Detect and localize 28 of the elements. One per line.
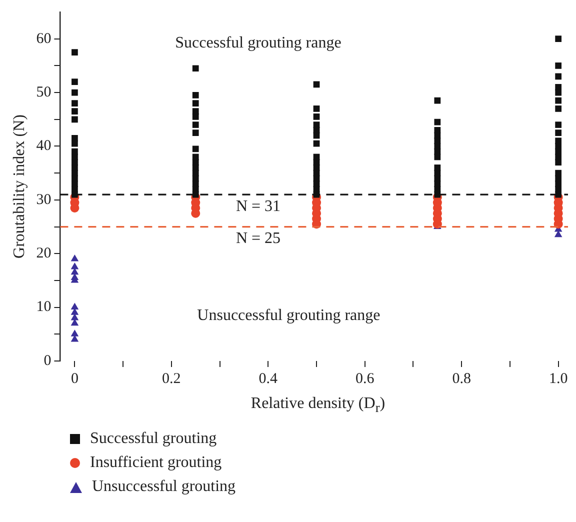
y-tick-label: 20 <box>36 246 52 262</box>
point <box>70 314 79 320</box>
ref-line-label: N = 31 <box>236 198 281 215</box>
y-tick-label: 60 <box>36 30 52 47</box>
y-axis-title: Groutability index (N) <box>10 114 28 258</box>
annotation: Successful grouting range <box>175 34 342 52</box>
y-tick-label: 50 <box>36 84 52 100</box>
point <box>70 335 79 342</box>
point <box>70 254 79 262</box>
y-tick-label: 40 <box>36 138 52 154</box>
point <box>70 262 79 270</box>
x-tick-label: 0.8 <box>452 370 471 387</box>
point <box>70 330 79 336</box>
ref-line-label: N = 25 <box>236 230 281 247</box>
x-tick-label: 0.6 <box>356 370 375 387</box>
y-tick-label: 10 <box>36 299 52 316</box>
legend-label: Insufficient grouting <box>90 454 222 472</box>
annotation: Unsuccessful grouting range <box>197 306 380 324</box>
x-axis-title: Relative density (D$_{r}$) <box>250 395 386 417</box>
legend-label: Unsuccessful grouting <box>92 478 236 496</box>
legend-label: Successful grouting <box>90 430 217 448</box>
y-tick-label: 0 <box>44 352 52 369</box>
x-tick-label: 1.0 <box>548 370 568 387</box>
x-tick-label: 0 <box>70 370 78 387</box>
point <box>70 302 79 310</box>
x-tick-label: 0.2 <box>162 370 181 387</box>
x-tick-label: 0.4 <box>258 370 278 387</box>
y-tick-label: 30 <box>36 192 52 208</box>
